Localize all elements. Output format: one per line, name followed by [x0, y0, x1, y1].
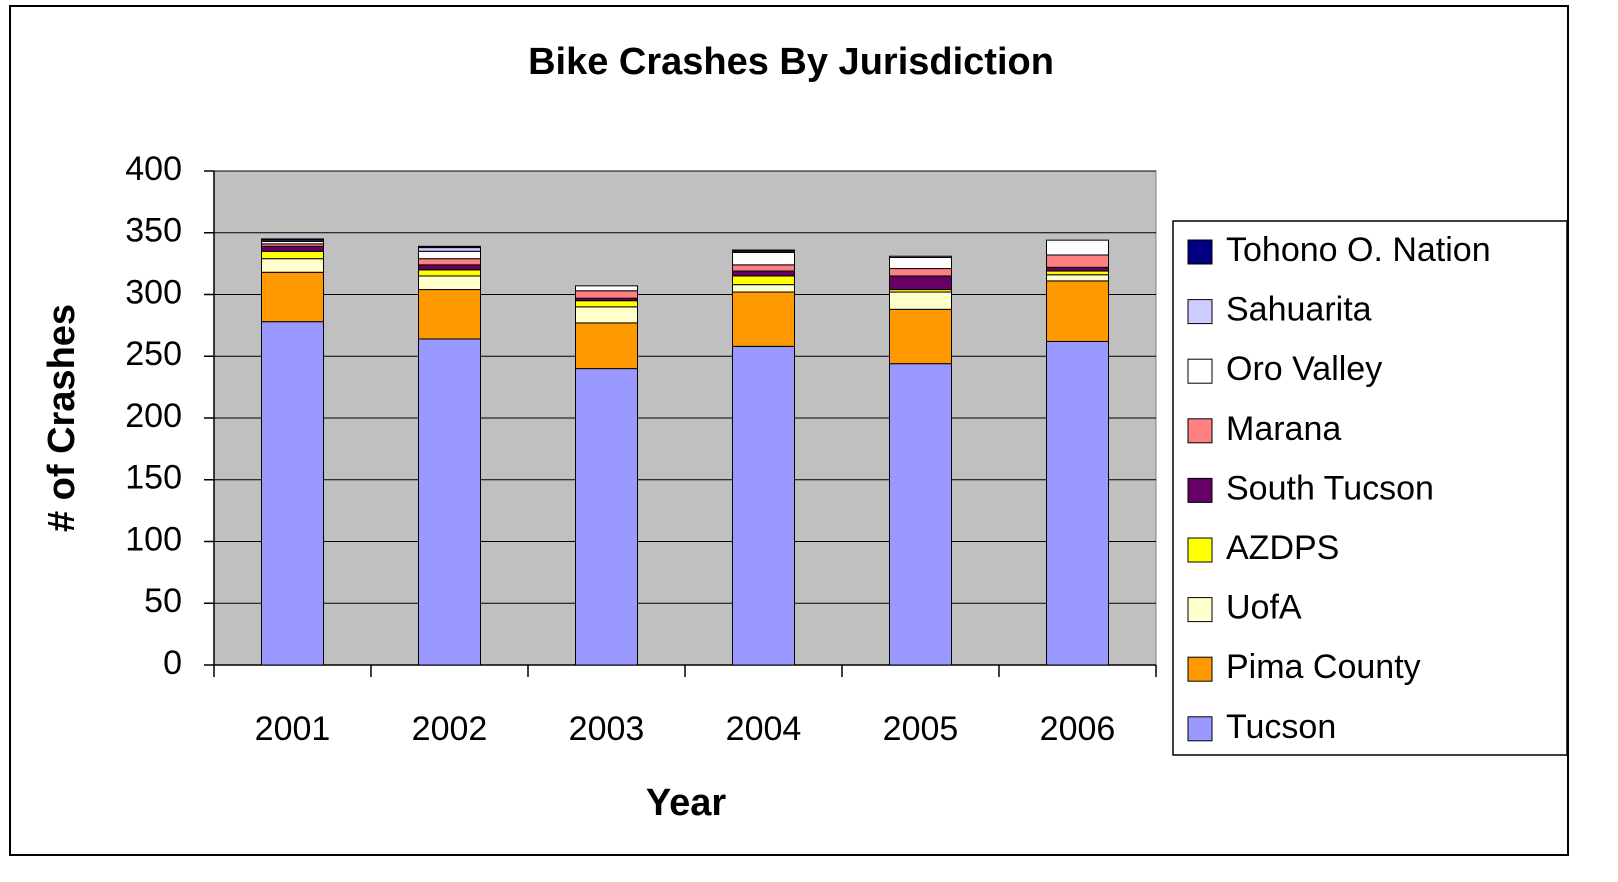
bar-segment [889, 255, 952, 258]
bar-segment [261, 271, 324, 323]
bar-segment [418, 275, 481, 291]
x-tick-label: 2005 [883, 710, 959, 748]
legend-label: Pima County [1226, 648, 1421, 686]
legend-label: Marana [1226, 410, 1341, 448]
bar-segment [1046, 270, 1109, 276]
bar-segment [1046, 254, 1109, 268]
legend-label: Sahuarita [1226, 291, 1372, 329]
bar-segment [732, 284, 795, 293]
y-tick-label: 150 [125, 459, 182, 497]
legend-swatch [1187, 239, 1213, 265]
bar-segment [889, 308, 952, 365]
bar-segment [732, 275, 795, 286]
y-tick-label: 100 [125, 520, 182, 558]
bar-segment [418, 245, 481, 249]
bar-segment [1046, 340, 1109, 666]
bar-segment [418, 338, 481, 666]
legend-swatch [1187, 597, 1213, 623]
bar-segment [575, 300, 638, 308]
bar-segment [1046, 274, 1109, 282]
bar-segment [261, 245, 324, 252]
bar-segment [732, 252, 795, 266]
bar-segment [732, 345, 795, 666]
y-tick-label: 300 [125, 273, 182, 311]
x-tick-label: 2006 [1040, 710, 1116, 748]
bar-segment [1046, 280, 1109, 342]
bar-segment [889, 291, 952, 310]
x-tick-label: 2001 [255, 710, 331, 748]
bar-segment [575, 285, 638, 292]
bar-segment [575, 306, 638, 324]
legend-label: Tohono O. Nation [1226, 231, 1491, 269]
legend-label: Oro Valley [1226, 350, 1382, 388]
y-tick-label: 350 [125, 212, 182, 250]
bar-segment [732, 270, 795, 277]
legend-label: South Tucson [1226, 469, 1434, 507]
bar-segment [889, 275, 952, 291]
bar-segment [418, 264, 481, 271]
legend-swatch [1187, 656, 1213, 682]
bar-segment [261, 321, 324, 666]
bar-segment [418, 247, 481, 252]
y-axis-label: # of Crashes [41, 304, 83, 532]
legend-swatch [1187, 299, 1213, 325]
bar-segment [1046, 266, 1109, 272]
bar-segment [418, 269, 481, 277]
bar-segment [732, 264, 795, 272]
bar-segment [418, 258, 481, 266]
y-tick-label: 400 [125, 150, 182, 188]
bar-segment [889, 268, 952, 277]
bar-segment [575, 368, 638, 666]
legend-swatch [1187, 477, 1213, 503]
bar-segment [732, 249, 795, 252]
y-tick-label: 50 [144, 582, 182, 620]
chart-title: Bike Crashes By Jurisdiction [528, 41, 1054, 83]
x-tick-label: 2002 [412, 710, 488, 748]
legend-label: AZDPS [1226, 529, 1339, 567]
y-tick-label: 0 [163, 644, 182, 682]
bar-segment [261, 250, 324, 260]
legend-swatch [1187, 716, 1213, 742]
bar-segment [889, 256, 952, 270]
bar-segment [575, 322, 638, 370]
legend-swatch [1187, 358, 1213, 384]
bar-segment [889, 363, 952, 666]
bar-segment [261, 258, 324, 273]
legend-swatch [1187, 537, 1213, 563]
legend-box [1172, 220, 1568, 756]
legend-swatch [1187, 418, 1213, 444]
bar-segment [1046, 239, 1109, 256]
x-tick-label: 2003 [569, 710, 645, 748]
bar-segment [418, 289, 481, 340]
bar-segment [418, 250, 481, 260]
legend-label: Tucson [1226, 708, 1336, 746]
x-tick-label: 2004 [726, 710, 802, 748]
y-tick-label: 200 [125, 397, 182, 435]
y-tick-label: 250 [125, 335, 182, 373]
bar-segment [261, 238, 324, 241]
bar-segment [732, 291, 795, 347]
x-axis-label: Year [646, 782, 727, 824]
bar-segment [575, 290, 638, 299]
legend-label: UofA [1226, 589, 1302, 627]
